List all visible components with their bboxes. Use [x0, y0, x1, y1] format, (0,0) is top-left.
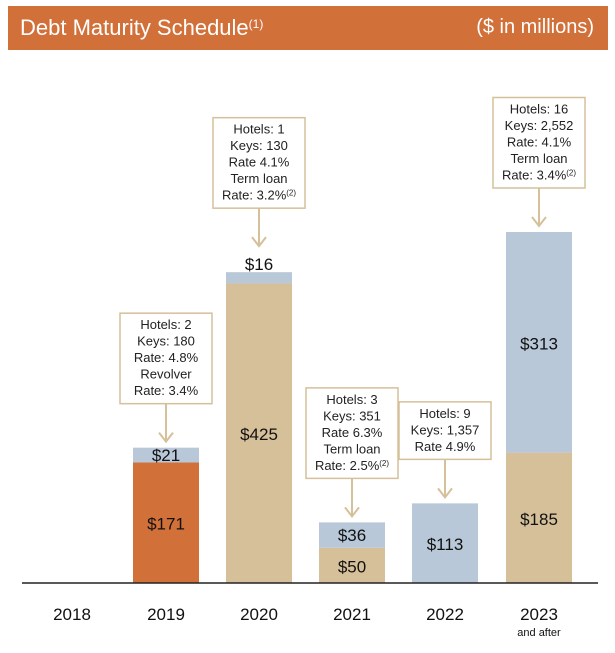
callout-line-2021-0: Hotels: 3 [326, 392, 377, 407]
callout-arrowhead-2019 [158, 432, 174, 444]
callout-line-2023-2: Rate: 4.1% [507, 135, 572, 150]
callout-arrowhead-2020 [251, 236, 267, 248]
callout-arrowhead-2021 [344, 506, 360, 519]
bar-segment-2022-0 [412, 503, 478, 583]
callout-line-2022-0: Hotels: 9 [419, 406, 470, 421]
callout-line-2019-3: Revolver [140, 367, 192, 382]
data-label-2021-0: $50 [338, 557, 366, 576]
title-footnote: (1) [248, 17, 264, 31]
bar-segment-2019-1 [133, 447, 199, 463]
bar-segment-2019-0 [133, 462, 199, 583]
callout-line-2019-1: Keys: 180 [137, 334, 195, 349]
callout-line-2023-3: Term loan [510, 151, 567, 166]
callout-line-2021-1: Keys: 351 [323, 408, 381, 423]
data-label-2019-1: $21 [152, 446, 180, 465]
callout-line-2019-0: Hotels: 2 [140, 317, 191, 332]
x-tick-label-2020: 2020 [240, 605, 278, 624]
callout-box-2020 [212, 116, 306, 209]
x-tick-label-2018: 2018 [53, 605, 91, 624]
data-label-2023-1: $313 [520, 334, 558, 353]
callout-line-2022-2: Rate 4.9% [415, 439, 476, 454]
chart-title: Debt Maturity Schedule(1) [20, 15, 263, 41]
bar-segment-2020-1 [226, 272, 292, 284]
callout-box-2019 [119, 312, 213, 405]
callout-line-2022-1: Keys: 1,357 [411, 422, 480, 437]
callout-line-2020-0: Hotels: 1 [233, 122, 284, 137]
data-label-2020-0: $425 [240, 425, 278, 444]
callout-box-2021 [305, 387, 399, 480]
chart-header: Debt Maturity Schedule(1) ($ in millions… [8, 6, 608, 50]
x-tick-label-2023: 2023 [520, 605, 558, 624]
callout-line-2020-1: Keys: 130 [230, 138, 288, 153]
callout-line-2023-1: Keys: 2,552 [505, 118, 574, 133]
data-label-2021-1: $36 [338, 526, 366, 545]
bar-segment-2023-1 [506, 232, 572, 453]
bar-segment-2021-0 [319, 547, 385, 583]
callout-arrowhead-2023 [531, 216, 547, 228]
bar-segment-2020-0 [226, 283, 292, 583]
callout-line-2020-4: Rate: 3.2%(2) [222, 188, 296, 203]
x-tick-label-2019: 2019 [147, 605, 185, 624]
bar-segment-2023-0 [506, 452, 572, 583]
data-label-2022-0: $113 [427, 535, 464, 554]
callout-line-2019-2: Rate: 4.8% [134, 350, 199, 365]
callout-line-2023-4: Rate: 3.4%(2) [502, 168, 576, 183]
data-label-2023-0: $185 [520, 510, 558, 529]
chart-title-text: Debt Maturity Schedule [20, 15, 249, 40]
x-tick-label-2022: 2022 [426, 605, 464, 624]
callout-arrowhead-2022 [437, 487, 453, 499]
units-label: ($ in millions) [476, 16, 594, 38]
callout-box-2022 [398, 401, 492, 461]
callout-line-2020-3: Term loan [230, 171, 287, 186]
callout-line-2023-0: Hotels: 16 [510, 102, 569, 117]
callout-box-2023 [492, 96, 586, 189]
x-tick-sublabel-2023: and after [517, 627, 561, 639]
callout-line-2021-3: Term loan [323, 441, 380, 456]
bar-segment-2021-1 [319, 522, 385, 548]
data-label-2020-1: $16 [245, 255, 273, 274]
data-label-2019-0: $171 [147, 515, 185, 534]
callout-line-2021-2: Rate 6.3% [322, 425, 383, 440]
x-tick-label-2021: 2021 [333, 605, 371, 624]
callout-line-2020-2: Rate 4.1% [229, 155, 290, 170]
callout-line-2021-4: Rate: 2.5%(2) [315, 458, 389, 473]
callout-line-2019-4: Rate: 3.4% [134, 383, 199, 398]
